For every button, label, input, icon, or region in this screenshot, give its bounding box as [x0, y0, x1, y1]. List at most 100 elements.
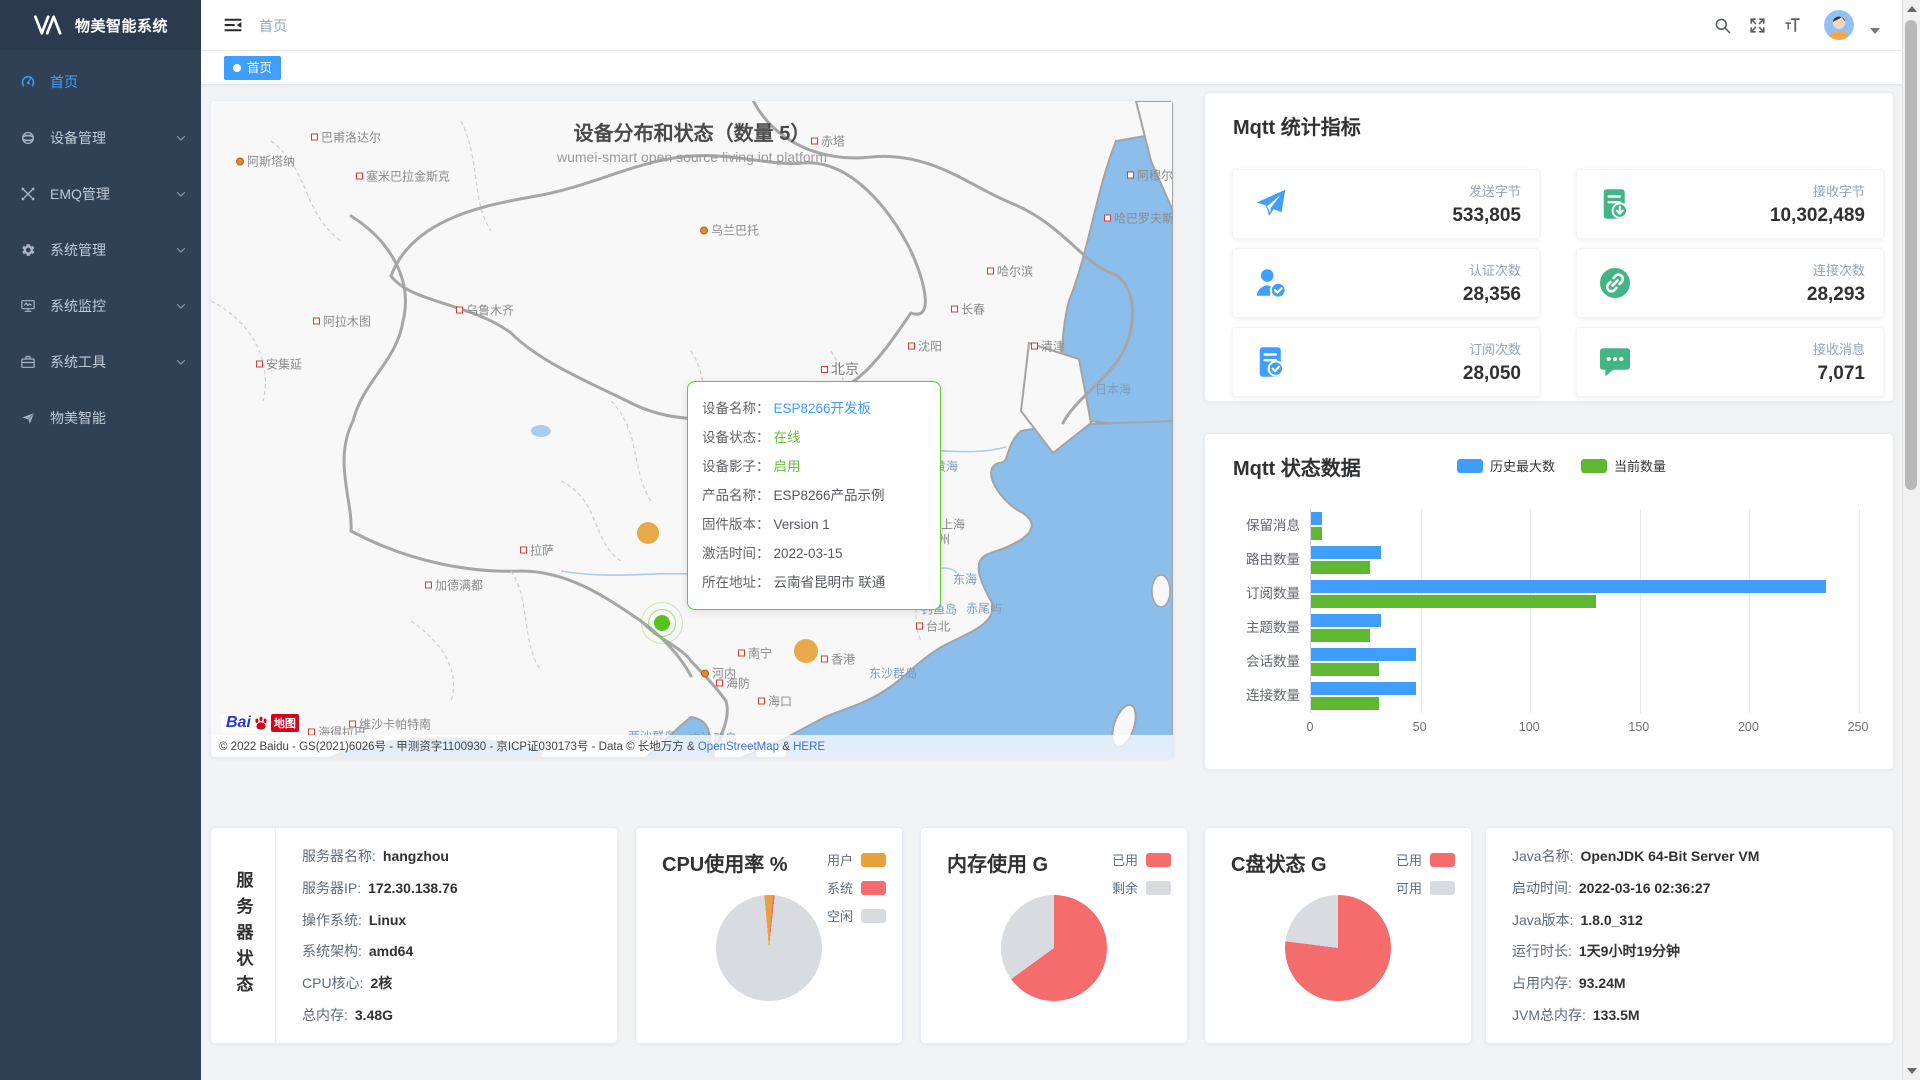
map-label-text: 维沙卡帕特南: [359, 717, 432, 732]
map-title: 设备分布和状态（数量 5）: [573, 123, 811, 145]
info-row: 运行时长: 1天9小时19分钟: [1512, 941, 1883, 961]
baidu-logo[interactable]: Bai 地图: [221, 713, 304, 733]
legend-item[interactable]: 系统: [827, 878, 886, 897]
legend-item[interactable]: 可用: [1396, 878, 1455, 897]
sidebar-item-tools[interactable]: 系统工具: [0, 334, 201, 390]
sidebar-item-monitor[interactable]: 系统监控: [0, 278, 201, 334]
sidebar-item-emq[interactable]: EMQ管理: [0, 166, 201, 222]
device-marker[interactable]: [794, 639, 818, 663]
info-row: Java名称: OpenJDK 64-Bit Server VM: [1512, 846, 1883, 866]
map-dot: [349, 720, 356, 728]
map-label-text: 乌兰巴托: [711, 223, 760, 238]
stat-label: 接收消息: [1812, 342, 1865, 357]
legend-item[interactable]: 剩余: [1112, 878, 1171, 897]
bar-current[interactable]: [1311, 594, 1596, 608]
sidebar-item-system[interactable]: 系统管理: [0, 222, 201, 278]
search-icon[interactable]: [1713, 16, 1732, 35]
map-label-text: 香港: [831, 652, 856, 667]
map-city-label: 清津: [1031, 338, 1065, 355]
attribution-sep: &: [779, 741, 794, 753]
map-sea-label: 东海: [953, 571, 977, 588]
info-value: 3.48G: [354, 1007, 394, 1024]
subscribe-doc-icon: [1253, 344, 1289, 380]
tooltip-value: 云南省昆明市 联通: [773, 575, 886, 590]
app-logo[interactable]: 物美智能系统: [0, 0, 201, 50]
legend-label: 用户: [826, 853, 853, 868]
tooltip-value[interactable]: ESP8266开发板: [773, 401, 872, 416]
bar-current[interactable]: [1311, 662, 1379, 676]
bar-current[interactable]: [1311, 560, 1371, 574]
legend-item[interactable]: 已用: [1112, 850, 1171, 869]
map-label-text: 赤尾屿: [966, 601, 1003, 616]
bar-current[interactable]: [1311, 526, 1322, 540]
bar-max[interactable]: [1311, 648, 1417, 661]
sidebar-item-home[interactable]: 首页: [0, 54, 201, 110]
info-value: OpenJDK 64-Bit Server VM: [1580, 847, 1760, 864]
osm-link[interactable]: OpenStreetMap: [697, 741, 780, 753]
fullscreen-icon[interactable]: [1748, 16, 1767, 35]
legend-item[interactable]: 已用: [1396, 850, 1455, 869]
map-sea-label: 日本海: [1095, 381, 1131, 398]
tab-label: 首页: [247, 61, 273, 75]
map-subtitle: wumei-smart open source living iot platf…: [557, 149, 827, 165]
bar-max[interactable]: [1311, 580, 1827, 593]
bar-legend: 历史最大数 当前数量: [1457, 456, 1666, 475]
sidebar-collapse-icon[interactable]: [223, 15, 243, 35]
java-info-panel: Java名称: OpenJDK 64-Bit Server VM 启动时间: 2022…: [1485, 827, 1894, 1044]
tooltip-value: Version 1: [773, 517, 830, 532]
legend-item[interactable]: 空闲: [827, 906, 886, 925]
legend-item[interactable]: 历史最大数: [1457, 456, 1555, 475]
tab-home[interactable]: 首页: [224, 56, 282, 80]
server-status-vertical-title: 服务器状态: [211, 828, 276, 1043]
bar-max[interactable]: [1311, 546, 1382, 559]
sidebar-item-device[interactable]: 设备管理: [0, 110, 201, 166]
mqtt-stats-grid: 发送字节 533,805 接收字节 10,302,489 认证次数 28,356 连接次数 2…: [1232, 169, 1884, 464]
info-label: Java名称:: [1512, 847, 1574, 864]
bar-max[interactable]: [1311, 512, 1322, 525]
legend-item[interactable]: 用户: [827, 850, 886, 869]
device-marker[interactable]: [637, 522, 659, 544]
map-dot: [987, 267, 994, 275]
legend-label: 剩余: [1111, 881, 1138, 896]
info-value: 133.5M: [1592, 1007, 1640, 1024]
caret-down-icon[interactable]: [1870, 28, 1880, 34]
font-size-icon[interactable]: [1783, 16, 1802, 35]
scrollbar[interactable]: [1902, 0, 1920, 1080]
here-link[interactable]: HERE: [793, 741, 826, 753]
sidebar-item-wumei[interactable]: 物美智能: [0, 390, 201, 446]
bar-current[interactable]: [1311, 628, 1371, 642]
info-value: 2022-03-16 02:36:27: [1578, 879, 1711, 896]
legend-item[interactable]: 当前数量: [1581, 456, 1666, 475]
map-dot: [356, 172, 363, 180]
info-row: 占用内存: 93.24M: [1512, 973, 1883, 993]
info-label: 启动时间:: [1512, 879, 1572, 896]
legend-swatch: [1430, 852, 1455, 867]
bar-max[interactable]: [1311, 614, 1382, 627]
device-tooltip: 设备名称： ESP8266开发板 设备状态： 在线 设备影子： 启用 产品名称： ESP826…: [687, 381, 941, 610]
bar-current[interactable]: [1311, 696, 1379, 710]
chevron-down-icon: [175, 244, 187, 256]
map-city-label: 台北: [916, 618, 950, 635]
bar-max[interactable]: [1311, 682, 1417, 695]
scroll-up-arrow[interactable]: [1906, 6, 1917, 12]
info-value: 93.24M: [1578, 975, 1626, 992]
pie-graphic[interactable]: [1285, 895, 1391, 1001]
info-row: JVM总内存: 133.5M: [1512, 1005, 1883, 1025]
info-value: 172.30.138.76: [368, 879, 458, 896]
pie-graphic[interactable]: [716, 895, 822, 1001]
scrollbar-thumb[interactable]: [1905, 20, 1917, 490]
breadcrumb: 首页: [259, 18, 287, 34]
info-value: 1.8.0_312: [1580, 911, 1643, 928]
avatar[interactable]: [1824, 10, 1854, 40]
pie-graphic[interactable]: [1001, 895, 1107, 1001]
pie-legend: 已用 剩余: [1112, 850, 1171, 897]
sidebar-item-label: 设备管理: [50, 130, 106, 146]
map-label-text: 巴甫洛达尔: [321, 130, 382, 145]
scroll-down-arrow[interactable]: [1906, 1068, 1917, 1074]
legend-label: 已用: [1111, 853, 1138, 868]
stat-value: 28,293: [1806, 284, 1865, 305]
baidu-paw-icon: [255, 716, 267, 730]
bar-categories: 保留消息 路由数量 订阅数量 主题数量 会话数量 连接数量: [1205, 509, 1300, 713]
map-city-label: 拉萨: [520, 542, 554, 559]
